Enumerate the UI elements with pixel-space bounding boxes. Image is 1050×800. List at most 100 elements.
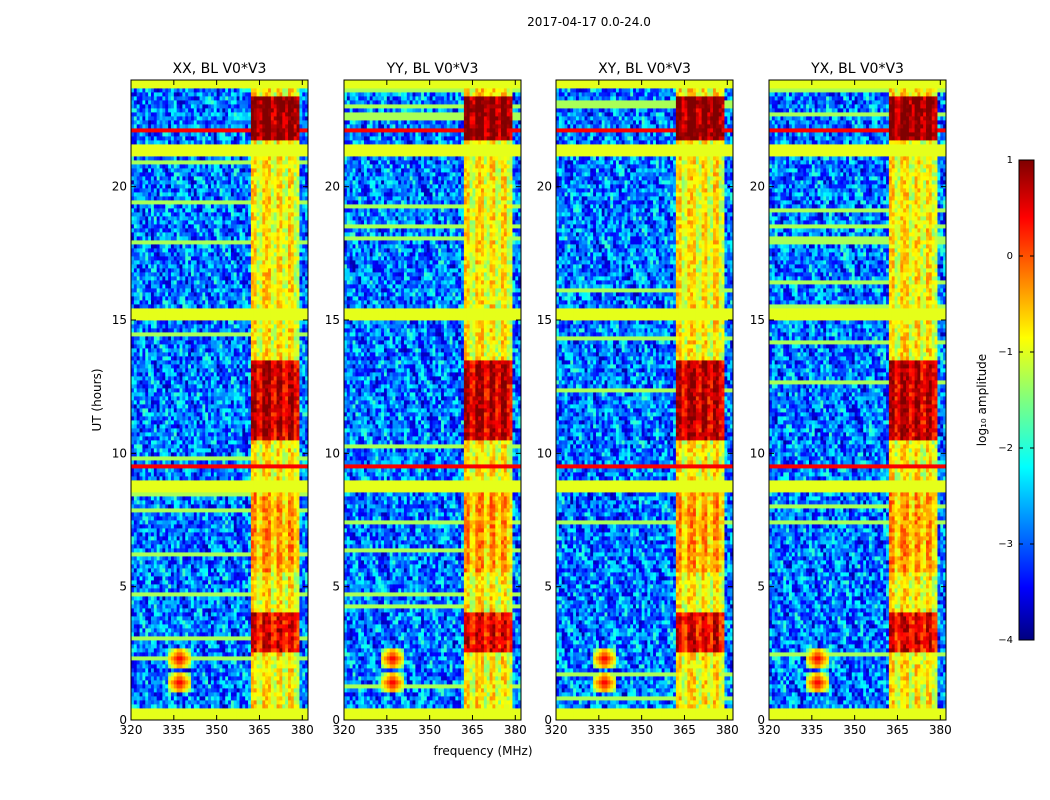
heatmap-cell xyxy=(197,676,200,680)
heatmap-cell xyxy=(299,636,302,640)
heatmap-cell xyxy=(177,636,180,640)
heatmap-cell xyxy=(182,544,185,548)
heatmap-cell xyxy=(297,552,300,556)
heatmap-cell xyxy=(211,688,214,692)
heatmap-cell xyxy=(177,640,180,644)
heatmap-cell xyxy=(182,600,185,604)
heatmap-cell xyxy=(299,700,302,704)
heatmap-cell xyxy=(234,712,237,716)
heatmap-cell xyxy=(148,700,151,704)
heatmap-cell xyxy=(200,708,203,712)
heatmap-cell xyxy=(237,696,240,700)
heatmap-cell xyxy=(294,580,297,584)
heatmap-cell xyxy=(257,632,260,636)
heatmap-cell xyxy=(282,560,285,564)
heatmap-cell xyxy=(160,676,163,680)
heatmap-cell xyxy=(214,680,217,684)
heatmap-cell xyxy=(285,552,288,556)
heatmap-cell xyxy=(248,620,251,624)
heatmap-cell xyxy=(202,520,205,524)
heatmap-cell xyxy=(157,568,160,572)
heatmap-cell xyxy=(259,580,262,584)
heatmap-cell xyxy=(191,628,194,632)
heatmap-cell xyxy=(211,612,214,616)
heatmap-cell xyxy=(162,516,165,520)
heatmap-cell xyxy=(182,660,185,664)
heatmap-cell xyxy=(214,608,217,612)
heatmap-cell xyxy=(214,584,217,588)
heatmap-cell xyxy=(259,656,262,660)
heatmap-cell xyxy=(242,676,245,680)
heatmap-cell xyxy=(248,580,251,584)
heatmap-cell xyxy=(160,640,163,644)
heatmap-cell xyxy=(222,712,225,716)
heatmap-cell xyxy=(231,700,234,704)
heatmap-cell xyxy=(191,512,194,516)
heatmap-cell xyxy=(245,584,248,588)
heatmap-cell xyxy=(142,608,145,612)
heatmap-cell xyxy=(171,692,174,696)
heatmap-cell xyxy=(200,640,203,644)
heatmap-cell xyxy=(145,592,148,596)
heatmap-cell xyxy=(165,620,168,624)
heatmap-cell xyxy=(262,592,265,596)
heatmap-cell xyxy=(197,540,200,544)
heatmap-cell xyxy=(160,520,163,524)
heatmap-cell xyxy=(291,528,294,532)
heatmap-cell xyxy=(168,612,171,616)
heatmap-cell xyxy=(262,524,265,528)
heatmap-cell xyxy=(268,516,271,520)
heatmap-cell xyxy=(137,588,140,592)
heatmap-cell xyxy=(191,508,194,512)
heatmap-cell xyxy=(217,596,220,600)
heatmap-cell xyxy=(182,572,185,576)
heatmap-cell xyxy=(162,532,165,536)
heatmap-cell xyxy=(259,600,262,604)
heatmap-cell xyxy=(239,564,242,568)
heatmap-cell xyxy=(185,592,188,596)
heatmap-cell xyxy=(142,552,145,556)
heatmap-cell xyxy=(288,576,291,580)
heatmap-cell xyxy=(262,688,265,692)
heatmap-cell xyxy=(148,580,151,584)
heatmap-cell xyxy=(214,552,217,556)
heatmap-cell xyxy=(251,676,254,680)
heatmap-cell xyxy=(288,600,291,604)
heatmap-cell xyxy=(274,648,277,652)
heatmap-cell xyxy=(299,644,302,648)
heatmap-cell xyxy=(248,508,251,512)
heatmap-cell xyxy=(257,592,260,596)
heatmap-cell xyxy=(245,636,248,640)
heatmap-cell xyxy=(205,692,208,696)
heatmap-cell xyxy=(291,524,294,528)
heatmap-cell xyxy=(211,528,214,532)
heatmap-cell xyxy=(162,544,165,548)
heatmap-cell xyxy=(205,612,208,616)
heatmap-cell xyxy=(265,624,268,628)
heatmap-cell xyxy=(200,508,203,512)
heatmap-cell xyxy=(239,520,242,524)
heatmap-cell xyxy=(154,612,157,616)
heatmap-cell xyxy=(222,588,225,592)
heatmap-cell xyxy=(148,676,151,680)
heatmap-cell xyxy=(265,636,268,640)
heatmap-cell xyxy=(174,556,177,560)
heatmap-cell xyxy=(177,616,180,620)
heatmap-cell xyxy=(191,600,194,604)
heatmap-cell xyxy=(291,600,294,604)
heatmap-cell xyxy=(208,596,211,600)
heatmap-cell xyxy=(277,520,280,524)
heatmap-cell xyxy=(194,696,197,700)
heatmap-cell xyxy=(259,652,262,656)
heatmap-cell xyxy=(299,676,302,680)
heatmap-cell xyxy=(157,660,160,664)
heatmap-cell xyxy=(279,572,282,576)
heatmap-cell xyxy=(202,540,205,544)
heatmap-cell xyxy=(160,624,163,628)
heatmap-cell xyxy=(268,596,271,600)
heatmap-cell xyxy=(142,688,145,692)
heatmap-cell xyxy=(257,508,260,512)
heatmap-cell xyxy=(265,600,268,604)
heatmap-cell xyxy=(231,660,234,664)
heatmap-cell xyxy=(279,680,282,684)
